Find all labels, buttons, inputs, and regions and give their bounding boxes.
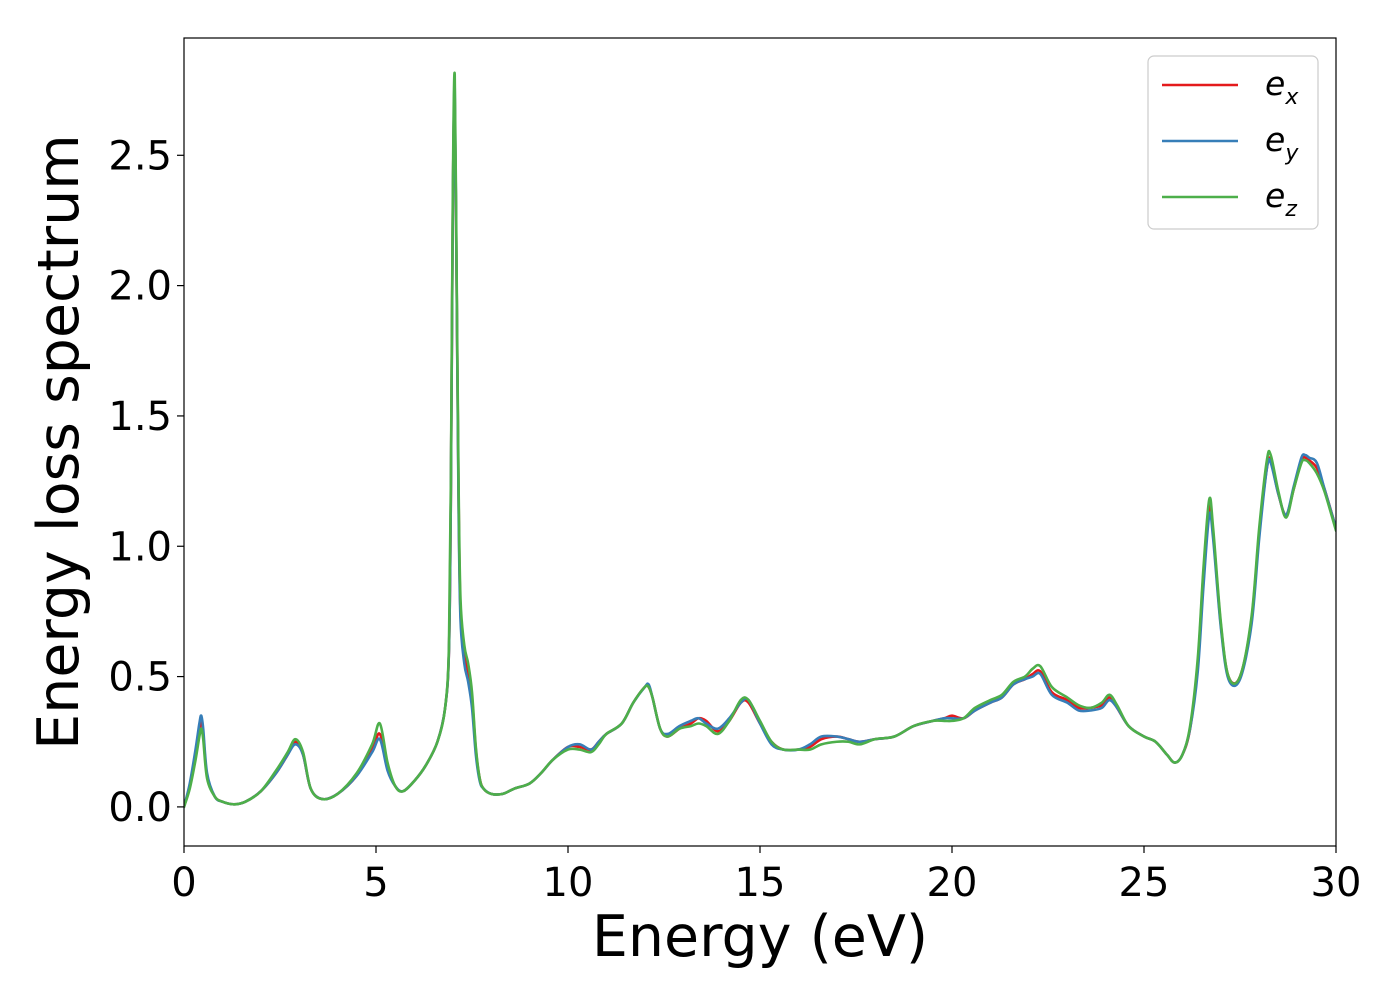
legend-label-subscript: y [1284,141,1299,166]
x-tick-label: 0 [171,860,196,906]
legend-entry: ex [1162,64,1299,110]
series-line-ez [184,71,1336,809]
legend-label: ez [1265,176,1297,222]
legend-label-subscript: z [1284,197,1297,222]
legend-label-base: e [1265,176,1285,215]
legend-frame [1147,55,1319,230]
y-axis-ticks: 0.0 0.5 1.0 1.5 2.0 2.5 [108,133,184,831]
x-axis-title: Energy (eV) [592,904,928,970]
x-tick-label: 30 [1311,860,1362,906]
x-tick-label: 5 [363,860,388,906]
legend-label-subscript: x [1284,85,1299,110]
legend-entry: ez [1162,176,1297,222]
legend-label-base: e [1265,120,1285,159]
y-tick-label: 0.5 [108,655,172,701]
x-tick-label: 10 [543,860,594,906]
x-tick-label: 20 [927,860,978,906]
x-tick-label: 15 [735,860,786,906]
series-layer [184,71,1336,809]
y-tick-label: 1.0 [108,524,172,570]
legend-entry: ey [1162,120,1299,166]
legend-label: ex [1265,64,1299,110]
x-tick-label: 25 [1119,860,1170,906]
legend-label: ey [1265,120,1299,166]
legend-label-base: e [1265,64,1285,103]
y-tick-label: 2.0 [108,264,172,310]
y-axis-title: Energy loss spectrum [26,134,92,750]
y-tick-label: 2.5 [108,133,172,179]
y-tick-label: 1.5 [108,394,172,440]
y-tick-label: 0.0 [108,785,172,831]
x-axis-ticks: 0 5 10 15 20 25 30 [171,846,1361,906]
